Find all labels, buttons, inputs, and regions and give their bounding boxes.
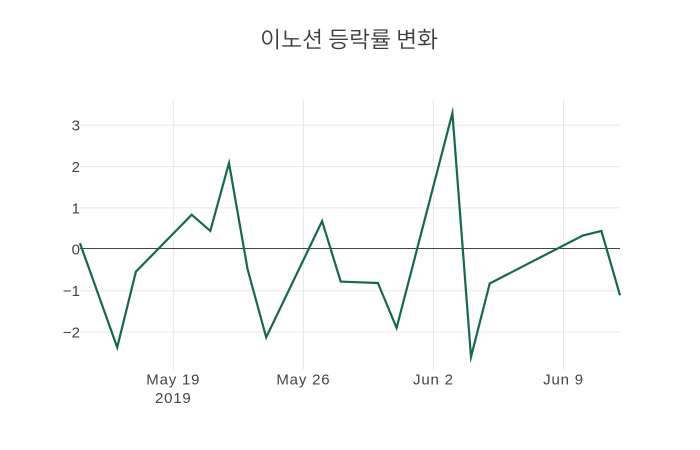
- svg-text:0: 0: [72, 242, 80, 259]
- svg-text:3: 3: [72, 118, 80, 135]
- svg-text:1: 1: [72, 200, 80, 217]
- svg-text:−1: −1: [63, 283, 80, 300]
- svg-text:−2: −2: [63, 324, 80, 341]
- svg-text:May 19: May 19: [146, 372, 200, 389]
- svg-text:May 26: May 26: [276, 372, 330, 389]
- svg-text:Jun 2: Jun 2: [413, 372, 454, 389]
- svg-text:2: 2: [72, 159, 80, 176]
- svg-text:Jun 9: Jun 9: [543, 372, 584, 389]
- svg-text:2019: 2019: [155, 390, 192, 407]
